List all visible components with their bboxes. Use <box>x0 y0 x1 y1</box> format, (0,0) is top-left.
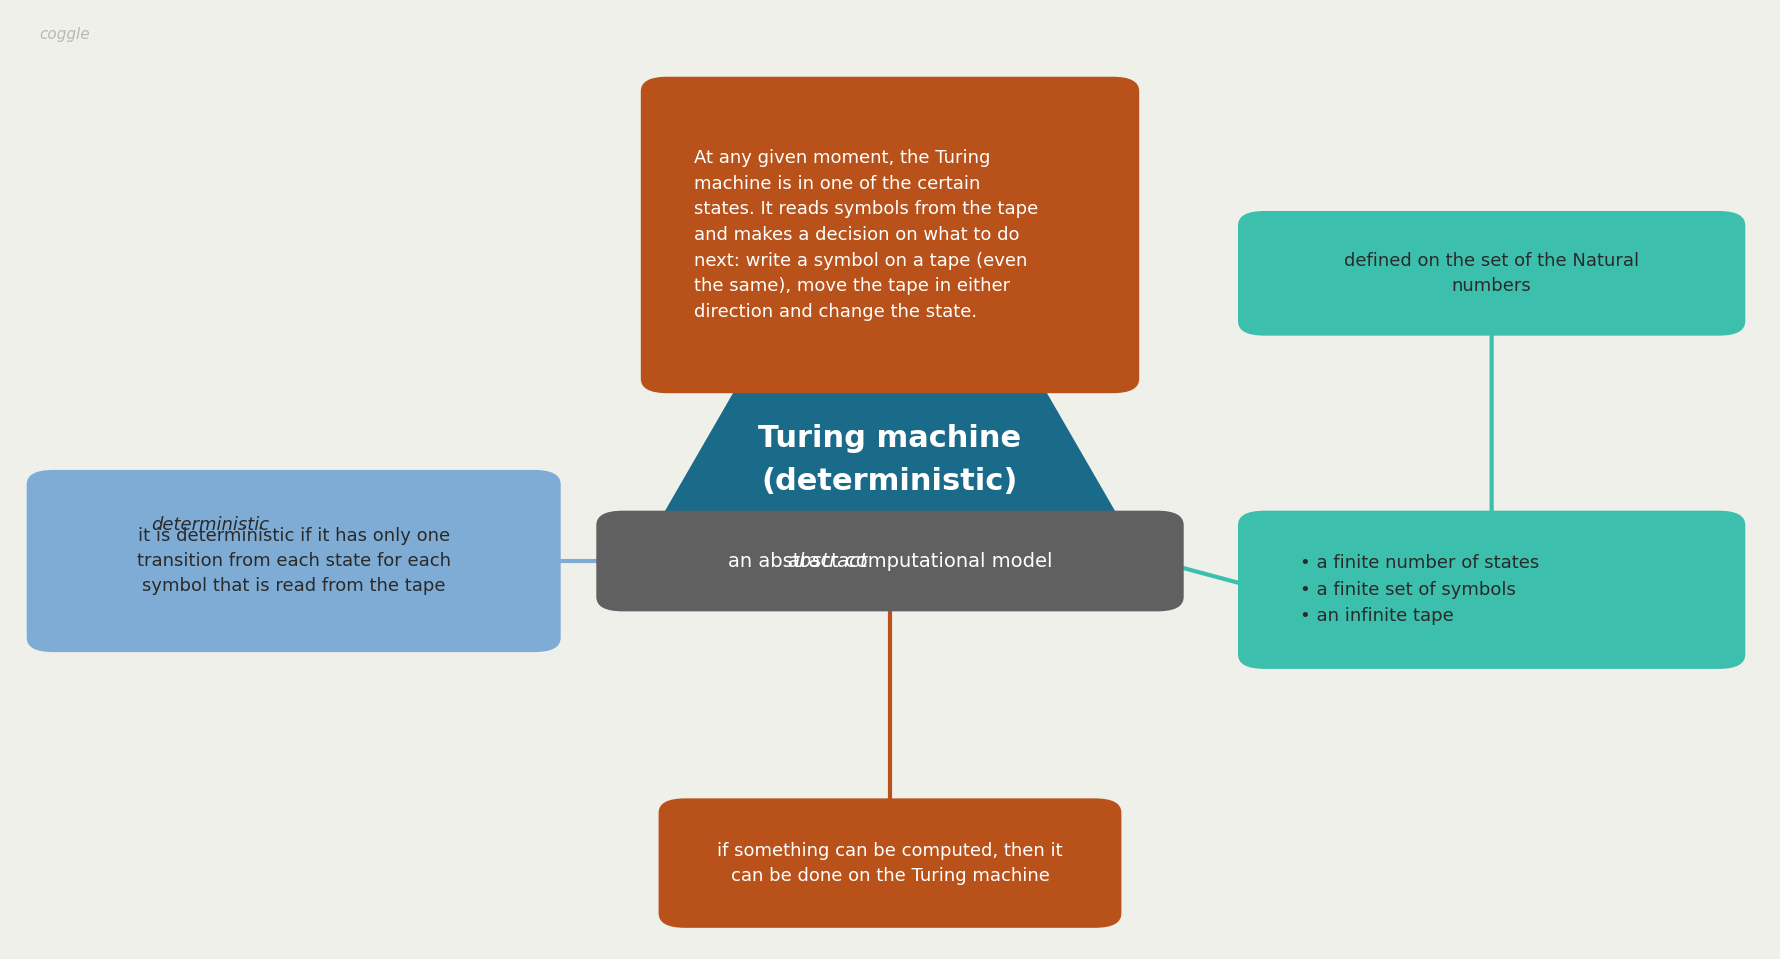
Text: an ​abstract​ computational model: an ​abstract​ computational model <box>728 551 1052 571</box>
FancyBboxPatch shape <box>659 798 1121 928</box>
FancyBboxPatch shape <box>596 510 1184 612</box>
Text: coggle: coggle <box>39 27 89 42</box>
Text: an  abstract  computational model: an abstract computational model <box>721 551 1059 571</box>
Text: deterministic: deterministic <box>151 516 269 533</box>
Polygon shape <box>644 374 1136 547</box>
FancyBboxPatch shape <box>641 77 1139 393</box>
Text: if something can be computed, then it
can be done on the Turing machine: if something can be computed, then it ca… <box>717 842 1063 884</box>
Text: abstract: abstract <box>787 551 867 571</box>
Text: At any given moment, the Turing
machine is in one of the certain
states. It read: At any given moment, the Turing machine … <box>694 149 1038 321</box>
Text: • a finite number of states
• a finite set of symbols
• an infinite tape: • a finite number of states • a finite s… <box>1299 554 1540 625</box>
FancyBboxPatch shape <box>1237 510 1744 669</box>
FancyBboxPatch shape <box>27 470 561 652</box>
Text: Turing machine
(deterministic): Turing machine (deterministic) <box>758 425 1022 496</box>
Text: it is deterministic if it has only one
transition from each state for each
symbo: it is deterministic if it has only one t… <box>137 527 450 595</box>
FancyBboxPatch shape <box>1237 211 1744 336</box>
Text: defined on the set of the Natural
numbers: defined on the set of the Natural number… <box>1344 252 1639 294</box>
